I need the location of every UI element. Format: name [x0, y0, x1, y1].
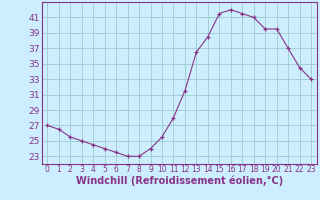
X-axis label: Windchill (Refroidissement éolien,°C): Windchill (Refroidissement éolien,°C): [76, 176, 283, 186]
